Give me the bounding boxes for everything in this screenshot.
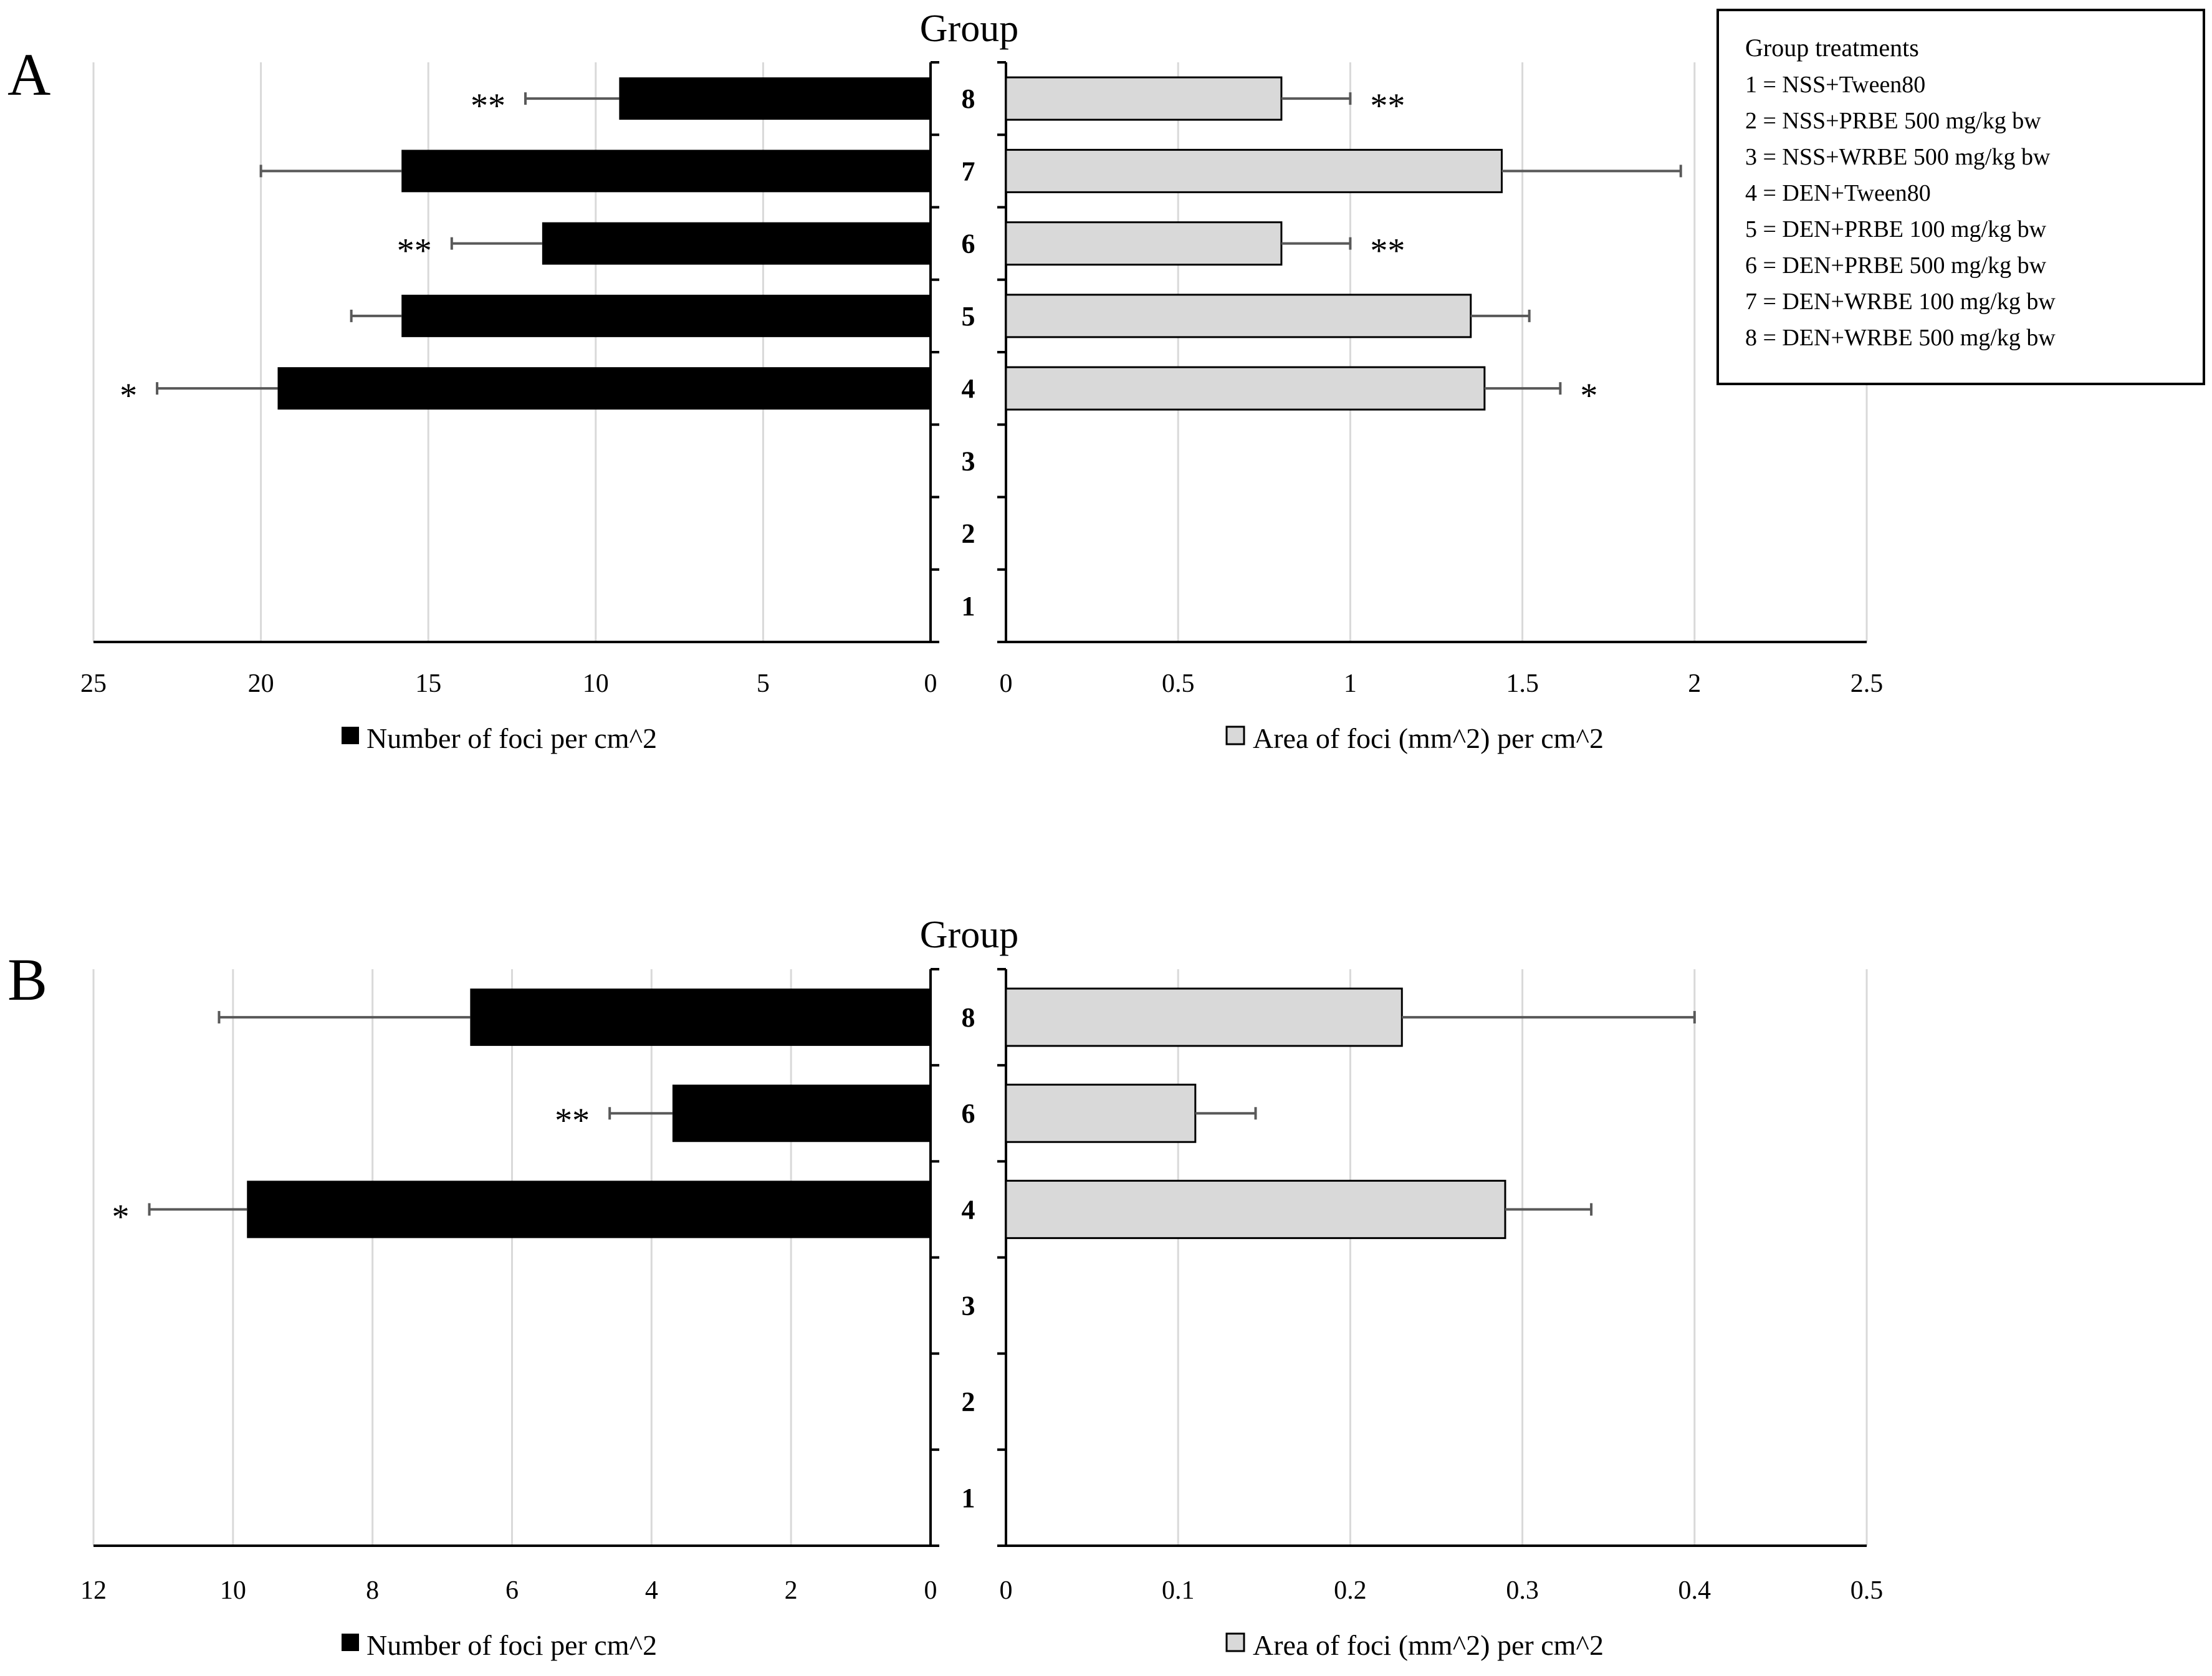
panel-a-category-label-6: 6 [962,229,975,259]
panel-a-left-bar-group-6 [542,222,931,265]
panel-a-left-legend-swatch [342,727,359,744]
panel-a-right-significance-4: * [1580,376,1597,415]
panel-a-right-bar-group-8 [1005,76,1283,121]
panel-a-right-bar-group-4 [1005,366,1486,411]
panel-b-left-tick-label: 2 [785,1576,798,1605]
panel-b-left-tick-label: 10 [220,1576,246,1605]
panel-b-left-bar-group-8 [470,989,931,1046]
panel-b-left-significance-6: ** [555,1101,590,1140]
panel-a-category-label-8: 8 [962,84,975,114]
panel-a-category-label-2: 2 [962,519,975,549]
panel-b-category-label-3: 3 [962,1291,975,1321]
panel-b-category-label-4: 4 [962,1194,975,1225]
panel-a-left-bar-group-4 [277,367,931,410]
panel-b-right-tick-label: 0.1 [1162,1576,1195,1605]
panel-a-category-label-7: 7 [962,156,975,186]
panel-a-right-legend-swatch [1225,725,1245,745]
panel-a-left-bar-group-8 [619,77,931,120]
panel-letter-b: B [7,946,47,1013]
panel-b-right-tick-label: 0.4 [1678,1576,1712,1605]
panel-b-left-bar-group-6 [672,1085,931,1142]
panel-a-category-label-5: 5 [962,301,975,332]
treatment-line-8: 8 = DEN+WRBE 500 mg/kg bw [1745,325,2056,351]
panel-a-left-bar-group-5 [401,294,931,337]
treatment-legend-title: Group treatments [1745,34,1919,62]
treatment-line-2: 2 = NSS+PRBE 500 mg/kg bw [1745,108,2041,134]
panel-b-right-bar-group-6 [1005,1083,1197,1143]
panel-b-right-tick-label: 0 [1000,1576,1013,1605]
panel-letter-a: A [7,41,50,108]
panel-a-right-tick-label: 0 [1000,669,1013,698]
panel-b-right-tick-label: 0.5 [1851,1576,1884,1605]
panel-a-right-legend-label: Area of foci (mm^2) per cm^2 [1253,722,1604,754]
panel-a-left-tick-label: 25 [80,669,107,698]
panel-a-left-significance-4: * [120,376,137,415]
panel-b-left-tick-label: 12 [80,1576,107,1605]
panel-a-left-tick-label: 0 [924,669,937,698]
panel-a-left-bar-group-7 [401,150,931,193]
panel-b-left-tick-label: 6 [505,1576,519,1605]
panel-a-right-tick-label: 0.5 [1162,669,1195,698]
panel-b-left-tick-label: 8 [366,1576,379,1605]
panel-b-category-label-1: 1 [962,1483,975,1513]
panel-b-left-bar-group-4 [247,1180,931,1238]
panel-b-left-legend-label: Number of foci per cm^2 [366,1629,657,1661]
panel-a-right-tick-label: 1.5 [1506,669,1539,698]
panel-b-left-significance-4: * [112,1197,130,1236]
panel-b-left-tick-label: 0 [924,1576,937,1605]
panel-a-right-tick-label: 2 [1688,669,1701,698]
panel-b-right-tick-label: 0.3 [1506,1576,1539,1605]
panel-a-category-label-4: 4 [962,373,975,404]
panel-a-category-label-1: 1 [962,591,975,621]
panel-b-left-legend-swatch [342,1634,359,1651]
panel-b-category-label-8: 8 [962,1002,975,1033]
group-axis-title-b: Group [920,914,1018,956]
treatment-line-6: 6 = DEN+PRBE 500 mg/kg bw [1745,252,2047,279]
panel-a-right-bar-group-6 [1005,221,1283,266]
panel-b-right-legend-swatch [1225,1632,1245,1652]
panel-b-right-legend-label: Area of foci (mm^2) per cm^2 [1253,1629,1604,1661]
panel-b-right-bar-group-4 [1005,1179,1506,1239]
panel-a-left-tick-label: 10 [583,669,609,698]
panel-a-right-bar-group-7 [1005,148,1503,193]
panel-a-right-significance-8: ** [1370,87,1405,125]
panel-a-left-tick-label: 20 [248,669,274,698]
panel-a-left-tick-label: 15 [415,669,441,698]
panel-a-left-tick-label: 5 [757,669,770,698]
panel-a-left-significance-6: ** [397,232,432,271]
panel-a-right-bar-group-5 [1005,294,1472,338]
panel-b-category-label-6: 6 [962,1098,975,1129]
panel-a-left-significance-8: ** [471,87,505,125]
treatment-line-1: 1 = NSS+Tween80 [1745,72,1925,98]
panel-b-category-label-2: 2 [962,1387,975,1417]
panel-a-right-tick-label: 2.5 [1851,669,1884,698]
panel-b-right-bar-group-8 [1005,987,1403,1047]
panel-b-left-tick-label: 4 [645,1576,658,1605]
treatment-legend-box: Group treatments 1 = NSS+Tween80 2 = NSS… [1716,9,2205,385]
panel-b-right-tick-label: 0.2 [1334,1576,1367,1605]
treatment-legend-frame [1716,9,2205,385]
treatment-line-3: 3 = NSS+WRBE 500 mg/kg bw [1745,144,2051,170]
panel-a-right-tick-label: 1 [1344,669,1357,698]
group-axis-title-a: Group [920,7,1018,50]
panel-a-category-label-3: 3 [962,446,975,476]
treatment-line-7: 7 = DEN+WRBE 100 mg/kg bw [1745,289,2056,315]
panel-b-chart: 12 10 8 6 4 2 0 0 0.1 0.2 0.3 0.4 0.5123468***Number… [80,967,1884,1661]
treatment-line-4: 4 = DEN+Tween80 [1745,180,1931,206]
panel-a-left-legend-label: Number of foci per cm^2 [366,722,657,754]
treatment-line-5: 5 = DEN+PRBE 100 mg/kg bw [1745,216,2047,242]
panel-a-right-significance-6: ** [1370,232,1405,271]
